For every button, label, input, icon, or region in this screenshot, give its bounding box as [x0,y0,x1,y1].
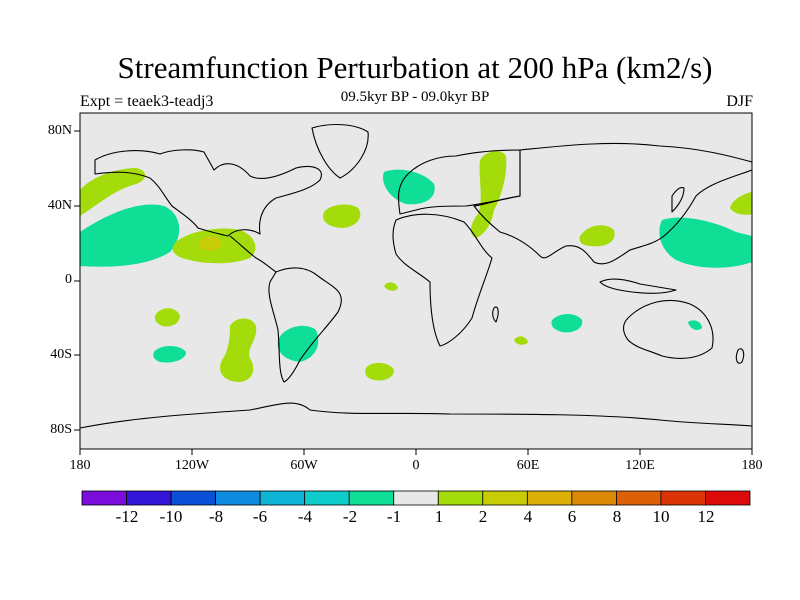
experiment-label: Expt = teaek3-teadj3 [80,93,214,110]
positive-anomaly-region [579,225,615,247]
positive-anomaly-region [470,151,507,238]
x-tick-label: 180 [741,458,763,473]
colorbar-label: -12 [115,507,139,526]
x-tick-label: 120W [174,458,210,473]
coastline-asia [473,142,752,265]
x-tick-label: 120E [625,458,655,473]
colorbar-label: 10 [652,507,670,526]
colorbar [81,490,751,506]
y-tick-label: 80N [47,123,72,138]
x-tick-label: 0 [412,458,420,473]
positive-anomaly-region [730,192,752,215]
coastline-south-america [268,267,342,383]
map-title: Streamfunction Perturbation at 200 hPa (… [117,50,713,85]
coastlines [80,123,752,429]
colorbar-label: -4 [297,507,313,526]
negative-anomaly-region [551,314,583,333]
positive-anomaly-core [198,236,222,251]
colorbar-swatch [259,490,306,506]
colorbar-swatch [304,490,350,506]
colorbar-swatch [215,490,261,506]
negative-anomaly-region [688,320,702,330]
positive-anomaly-region [323,204,361,228]
x-tick-label: 60E [516,458,540,473]
colorbar-swatch [393,490,439,506]
coastline-madagascar [492,306,499,323]
positive-anomaly-region [365,362,394,381]
colorbar-swatch [81,490,127,506]
colorbar-label: 1 [434,507,444,526]
season-label: DJF [726,93,753,110]
x-tick-label: 180 [69,458,91,473]
positive-anomaly-region [80,168,145,216]
y-tick-label: 0 [65,272,72,287]
map-subtitle: 09.5kyr BP - 09.0kyr BP [340,89,490,105]
colorbar-label: -6 [252,507,268,526]
positive-anomaly-region [220,318,257,382]
colorbar-swatch [348,490,395,506]
negative-anomaly-region [153,346,186,363]
axis-ticks [74,130,753,455]
colorbar-label: -2 [342,507,358,526]
map-background [80,113,752,449]
colorbar-swatch [126,490,172,506]
negative-anomaly-region [80,204,180,267]
colorbar-label: -8 [208,507,224,526]
colorbar-swatch [660,490,706,506]
coastline-antarctica [80,402,752,429]
colorbar-swatch [616,490,662,506]
coastline-europe [397,149,521,215]
colorbar-label: 2 [478,507,488,526]
colorbar-swatch [705,490,751,506]
negative-anomaly-region [659,217,752,268]
coastline-japan [671,186,685,213]
positive-anomaly-region [514,336,528,345]
colorbar-label: -10 [159,507,183,526]
coastline-new-zealand [735,348,745,364]
colorbar-label: 4 [523,507,533,526]
negative-anomaly-region [382,169,435,205]
anomaly-contours [80,123,752,429]
colorbar-swatch [571,490,617,506]
x-tick-label: 60W [290,458,318,473]
y-tick-label: 40S [50,347,72,362]
negative-anomaly-region [277,325,319,362]
positive-anomaly-region [154,308,180,327]
colorbar-label: 6 [567,507,577,526]
coastline-africa [392,213,493,347]
colorbar-swatch [482,490,528,506]
coastline-australia [622,299,714,359]
positive-anomaly-region [384,282,398,291]
colorbar-label: 12 [697,507,715,526]
colorbar-swatch [526,490,573,506]
y-tick-label: 80S [50,422,72,437]
coastline-greenland [311,123,369,179]
y-tick-label: 40N [47,198,72,213]
colorbar-swatch [170,490,217,506]
coastline-central-america [229,235,277,273]
colorbar-swatch [437,490,484,506]
colorbar-label: 8 [612,507,622,526]
colorbar-label: -1 [386,507,402,526]
coastline-north-america [94,149,322,237]
coastline-indonesia [599,278,677,294]
